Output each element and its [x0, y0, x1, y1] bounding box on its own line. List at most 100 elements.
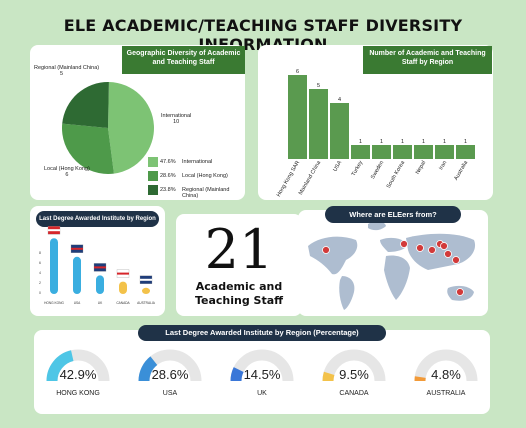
flag-icon-stripe — [94, 266, 106, 269]
bar-value-label: 1 — [380, 139, 383, 145]
bar-7 — [435, 145, 454, 159]
gauge-label-usa: USA — [162, 390, 178, 397]
degree-bar — [73, 256, 81, 294]
pie-slice-regional-mainland-china- — [62, 82, 109, 128]
bar-value-label: 1 — [443, 139, 446, 145]
degree-banner: Last Degree Awarded Institute by Region — [36, 211, 159, 227]
map-panel: Where are ELEers from? — [298, 206, 488, 316]
gauge-label-canada: CANADA — [339, 390, 369, 397]
bar-value-label: 4 — [338, 97, 341, 103]
flag-icon-stripe — [71, 247, 83, 250]
pie-slice-local-hong-kong- — [62, 123, 114, 174]
gauge-value-hongkong: 42.9% — [59, 367, 97, 382]
map-banner: Where are ELEers from? — [325, 206, 461, 223]
gauge-banner: Last Degree Awarded Institute by Region … — [138, 325, 386, 341]
location-pin-icon — [444, 250, 452, 258]
location-pin-icon — [440, 242, 448, 250]
legend-pct-regional: 23.8% — [160, 187, 176, 193]
bar-category-label: South Korea — [386, 159, 407, 189]
legend-name-regional: Regional (Mainland China) — [182, 187, 230, 199]
location-pin-icon — [428, 246, 436, 254]
pie-label-regional: Regional (Mainland China) 5 — [34, 65, 100, 77]
bar-value-label: 1 — [464, 139, 467, 145]
pie-label-local: Local (Hong Kong) 6 — [44, 166, 90, 178]
bar-2 — [330, 103, 349, 159]
world-map — [308, 221, 476, 310]
bar-4 — [372, 145, 391, 159]
degree-bar — [96, 275, 104, 294]
gauge-track — [414, 349, 478, 382]
bar-value-label: 1 — [422, 139, 425, 145]
bar-category-label: Turkey — [351, 160, 365, 178]
bar-1 — [309, 89, 328, 159]
flag-icon-stripe — [117, 272, 129, 275]
bar-category-label: Nepal — [415, 160, 427, 175]
legend-name-local: Local (Hong Kong) — [182, 173, 228, 179]
degree-bar — [50, 238, 58, 294]
percentage-panel: Last Degree Awarded Institute by Region … — [34, 325, 490, 414]
gauge-value-australia: 4.8% — [431, 367, 461, 382]
gauge-label-uk: UK — [257, 390, 267, 397]
degree-ytick: 6 — [39, 261, 41, 265]
location-pin-icon — [322, 246, 330, 254]
bar-value-label: 5 — [317, 83, 320, 89]
pie-slice-international — [108, 82, 155, 174]
degree-ytick: 2 — [39, 281, 41, 285]
bar-category-label: Iran — [438, 160, 448, 171]
last-degree-panel: Last Degree Awarded Institute by Region … — [30, 206, 165, 316]
bar-category-label: Australia — [453, 159, 469, 181]
bar-5 — [393, 145, 412, 159]
bar-8 — [456, 145, 475, 159]
degree-bar — [142, 287, 150, 294]
gauge-fill — [46, 350, 74, 382]
gauge-label-hongkong: HONG KONG — [56, 390, 100, 397]
degree-bar-chart: 8 6 4 2 0 HONG KONG USA UK CANADA AUSTRALIA — [39, 226, 156, 305]
degree-category-label: AUSTRALIA — [137, 301, 156, 305]
legend-name-international: International — [182, 159, 213, 165]
gauge-fill — [138, 356, 158, 382]
bar-3 — [351, 145, 370, 159]
degree-category-label: HONG KONG — [44, 301, 64, 305]
gauge-row — [46, 349, 478, 382]
flag-icon-stripe — [48, 229, 60, 232]
location-pin-icon — [400, 240, 408, 248]
pie-label-international: International 10 — [161, 113, 192, 125]
gauge-value-canada: 9.5% — [339, 367, 369, 382]
degree-category-label: CANADA — [116, 301, 130, 305]
total-number: 21 — [204, 218, 274, 281]
gauge-fill — [230, 367, 244, 382]
bar-category-label: Mainland China — [298, 159, 323, 196]
bar-value-label: 1 — [359, 139, 362, 145]
degree-ytick: 8 — [39, 251, 41, 255]
bar-value-label: 1 — [401, 139, 404, 145]
gauge-fill — [322, 371, 335, 382]
degree-bar — [119, 281, 127, 294]
gauge-label-australia: AUSTRALIA — [426, 390, 466, 397]
legend-swatch-international — [148, 157, 158, 167]
staff-by-region-panel: Number of Academic and Teaching Staff by… — [258, 45, 493, 200]
geographic-diversity-panel: Geographic Diversity of Academic and Tea… — [30, 45, 245, 200]
bar-banner: Number of Academic and Teaching Staff by… — [363, 46, 492, 74]
location-pin-icon — [452, 256, 460, 264]
legend-pct-local: 28.6% — [160, 173, 176, 179]
pie-banner: Geographic Diversity of Academic and Tea… — [122, 46, 245, 74]
pie-chart — [62, 82, 155, 174]
location-pin-icon — [456, 288, 464, 296]
degree-category-label: USA — [74, 301, 81, 305]
bar-6 — [414, 145, 433, 159]
bar-0 — [288, 75, 307, 159]
degree-ytick: 0 — [39, 291, 41, 295]
degree-ytick: 4 — [39, 271, 41, 275]
legend-pct-international: 47.6% — [160, 159, 176, 165]
bar-category-label: USA — [332, 160, 343, 173]
gauge-value-uk: 14.5% — [243, 367, 281, 382]
location-pin-icon — [416, 244, 424, 252]
degree-category-label: UK — [98, 301, 103, 305]
bar-value-label: 6 — [296, 69, 299, 75]
gauge-value-usa: 28.6% — [151, 367, 189, 382]
bar-category-label: Sweden — [370, 160, 385, 180]
total-staff-card: 21 Academic and Teaching Staff — [176, 214, 302, 316]
legend-swatch-local — [148, 171, 158, 181]
gauge-track — [322, 349, 386, 382]
